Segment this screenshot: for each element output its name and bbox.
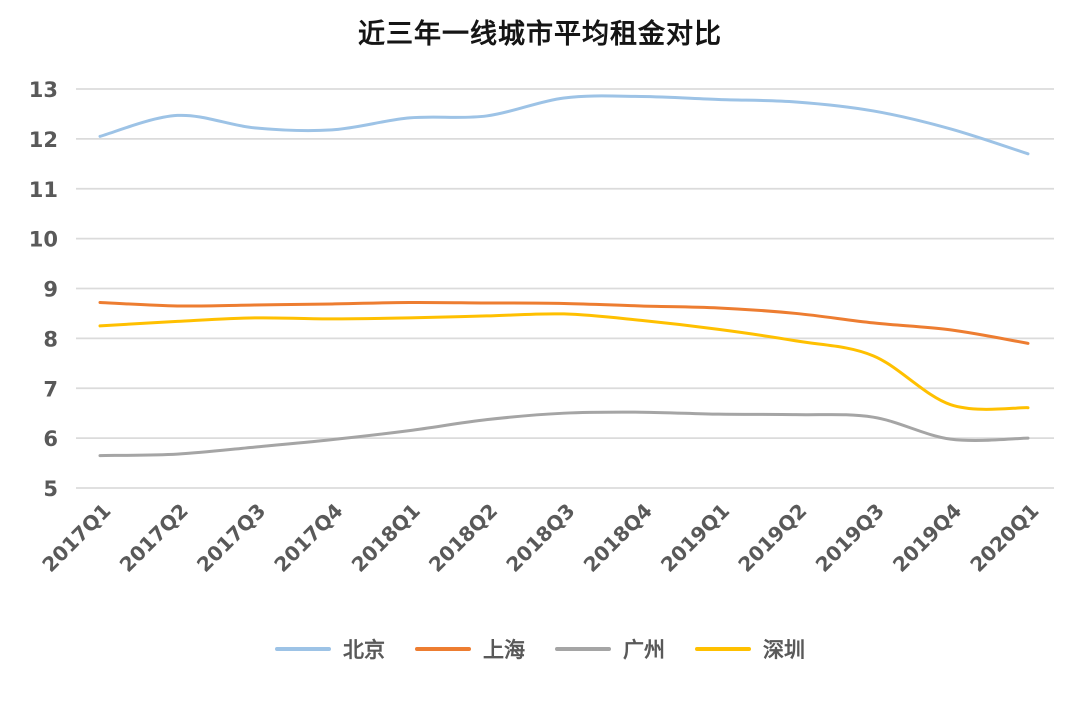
x-tick-label: 2019Q4 [888,499,966,577]
y-tick-label: 11 [29,178,58,202]
legend-swatch-beijing [275,647,331,651]
x-tick-label: 2019Q1 [656,499,734,577]
y-tick-label: 8 [43,327,58,351]
x-tick-label: 2020Q1 [965,499,1043,577]
chart-title: 近三年一线城市平均租金对比 [358,19,722,50]
x-tick-label: 2017Q4 [269,499,347,577]
y-tick-label: 7 [43,377,58,401]
x-tick-label: 2018Q4 [579,499,657,577]
legend-swatch-guangzhou [555,647,611,651]
x-tick-label: 2018Q1 [347,499,425,577]
legend-item-shenzhen: 深圳 [695,634,805,664]
series-line-shanghai [98,300,1030,345]
legend-label-guangzhou: 广州 [623,638,665,662]
series-line-beijing [98,94,1030,156]
legend-label-shenzhen: 深圳 [763,638,805,662]
legend-swatch-shenzhen [695,647,751,651]
x-tick-label: 2017Q3 [192,499,270,577]
legend-label-beijing: 北京 [343,638,385,662]
x-tick-label: 2019Q2 [733,499,811,577]
x-tick-label: 2018Q3 [501,499,579,577]
legend-item-beijing: 北京 [275,634,385,664]
x-tick-label: 2019Q3 [811,499,889,577]
legend-item-guangzhou: 广州 [555,634,665,664]
legend-label-shanghai: 上海 [483,638,525,662]
y-tick-label: 13 [29,78,58,102]
y-tick-label: 5 [43,477,58,501]
x-tick-label: 2017Q2 [115,499,193,577]
x-tick-label: 2017Q1 [37,499,115,577]
legend-swatch-shanghai [415,647,471,651]
chart-legend: 北京 上海 广州 深圳 [0,631,1080,667]
series-line-guangzhou [98,410,1030,458]
x-tick-label: 2018Q2 [424,499,502,577]
y-tick-label: 12 [29,128,58,152]
y-tick-label: 6 [43,427,58,451]
y-tick-label: 9 [43,278,58,302]
legend-item-shanghai: 上海 [415,634,525,664]
y-tick-label: 10 [29,228,58,252]
series-line-shenzhen [98,312,1030,411]
